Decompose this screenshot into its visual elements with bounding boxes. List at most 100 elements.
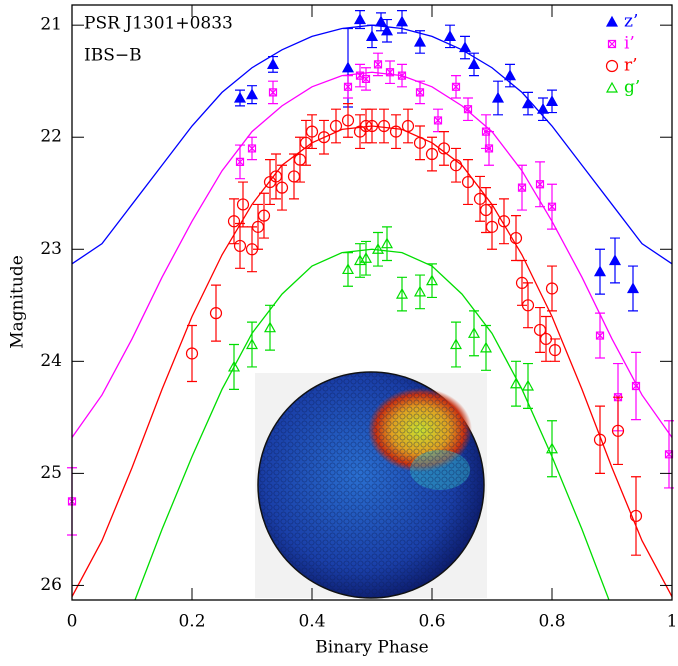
- legend-label: i’: [624, 34, 635, 54]
- error-bar: [238, 181, 248, 228]
- data-point: [268, 88, 278, 97]
- error-bar: [439, 131, 449, 166]
- data-point: [415, 88, 425, 97]
- data-point: [227, 215, 241, 228]
- data-point: [389, 125, 403, 138]
- data-point: [545, 95, 559, 106]
- data-point: [385, 68, 395, 77]
- data-point: [611, 424, 625, 437]
- legend-label: g’: [624, 78, 640, 98]
- data-point: [595, 331, 605, 340]
- legend-marker: [605, 15, 619, 27]
- error-bar: [289, 153, 299, 200]
- data-point: [257, 209, 271, 222]
- data-point: [236, 198, 250, 211]
- legend-label: r’: [624, 56, 638, 76]
- data-point: [365, 30, 379, 41]
- y-tick-label: 26: [40, 575, 62, 595]
- error-bar: [382, 226, 392, 262]
- error-bar: [367, 108, 377, 144]
- error-bar: [613, 396, 623, 466]
- data-point: [185, 347, 199, 360]
- data-point: [235, 157, 245, 166]
- data-point: [233, 239, 247, 253]
- legend-label: z’: [624, 12, 638, 32]
- data-point: [343, 82, 353, 91]
- error-bar: [547, 265, 557, 312]
- data-point: [503, 69, 517, 81]
- data-point: [517, 183, 527, 192]
- data-point: [536, 102, 550, 114]
- data-point: [377, 119, 391, 133]
- error-bar: [229, 198, 239, 245]
- error-bar: [481, 324, 491, 371]
- inset-image: [255, 371, 487, 599]
- y-axis-label: Magnitude: [8, 255, 28, 349]
- x-tick-label: 0.8: [538, 612, 565, 632]
- data-point: [437, 142, 451, 155]
- error-bar: [247, 321, 257, 368]
- error-bar: [355, 243, 365, 278]
- data-point: [545, 442, 559, 454]
- data-point: [413, 35, 427, 47]
- data-point: [433, 116, 443, 125]
- legend-marker: [605, 59, 619, 73]
- error-bar: [343, 103, 353, 138]
- data-point: [209, 307, 223, 320]
- error-bar: [541, 315, 551, 362]
- data-point: [521, 97, 535, 109]
- data-point: [317, 131, 331, 144]
- data-point: [371, 243, 385, 254]
- error-bar: [451, 321, 461, 368]
- x-tick-label: 0.4: [298, 612, 325, 632]
- error-bar: [271, 153, 281, 200]
- error-bar: [415, 274, 425, 310]
- data-point: [461, 175, 475, 189]
- legend-marker: [607, 39, 617, 49]
- error-bar: [535, 306, 545, 353]
- error-bar: [391, 114, 401, 150]
- data-point: [521, 299, 535, 312]
- data-point: [425, 147, 439, 161]
- data-point: [397, 71, 407, 80]
- series-points: [185, 103, 643, 556]
- error-bar: [415, 125, 425, 161]
- error-bar: [427, 263, 437, 299]
- data-point: [449, 159, 463, 172]
- x-tick-label: 1: [667, 612, 678, 632]
- error-bar: [631, 476, 641, 556]
- error-bar: [307, 114, 317, 150]
- data-point: [305, 125, 319, 138]
- data-point: [266, 58, 280, 69]
- error-bar: [550, 338, 560, 362]
- error-bar: [301, 119, 311, 166]
- data-point: [329, 119, 343, 133]
- y-tick-label: 22: [40, 127, 62, 147]
- data-point: [353, 13, 367, 25]
- y-tick-label: 25: [40, 463, 62, 483]
- y-tick-label: 23: [40, 239, 62, 259]
- data-point: [247, 144, 257, 153]
- error-bar: [373, 231, 383, 267]
- error-bar: [319, 119, 329, 155]
- data-point: [535, 180, 545, 189]
- data-point: [491, 91, 505, 103]
- x-tick-label: 0.2: [178, 612, 205, 632]
- data-layer: [67, 10, 674, 600]
- data-point: [374, 15, 388, 27]
- data-point: [341, 263, 355, 275]
- data-point: [608, 254, 622, 266]
- error-bar: [187, 324, 197, 383]
- data-point: [548, 344, 562, 357]
- error-bar: [211, 284, 221, 342]
- y-tick-label: 24: [40, 351, 62, 371]
- data-point: [233, 91, 247, 103]
- data-point: [593, 265, 607, 277]
- data-point: [497, 215, 511, 228]
- data-point: [443, 30, 457, 41]
- error-bar: [475, 175, 485, 222]
- data-point: [593, 433, 607, 446]
- data-point: [395, 287, 409, 299]
- data-point: [380, 237, 394, 249]
- data-point: [521, 379, 535, 391]
